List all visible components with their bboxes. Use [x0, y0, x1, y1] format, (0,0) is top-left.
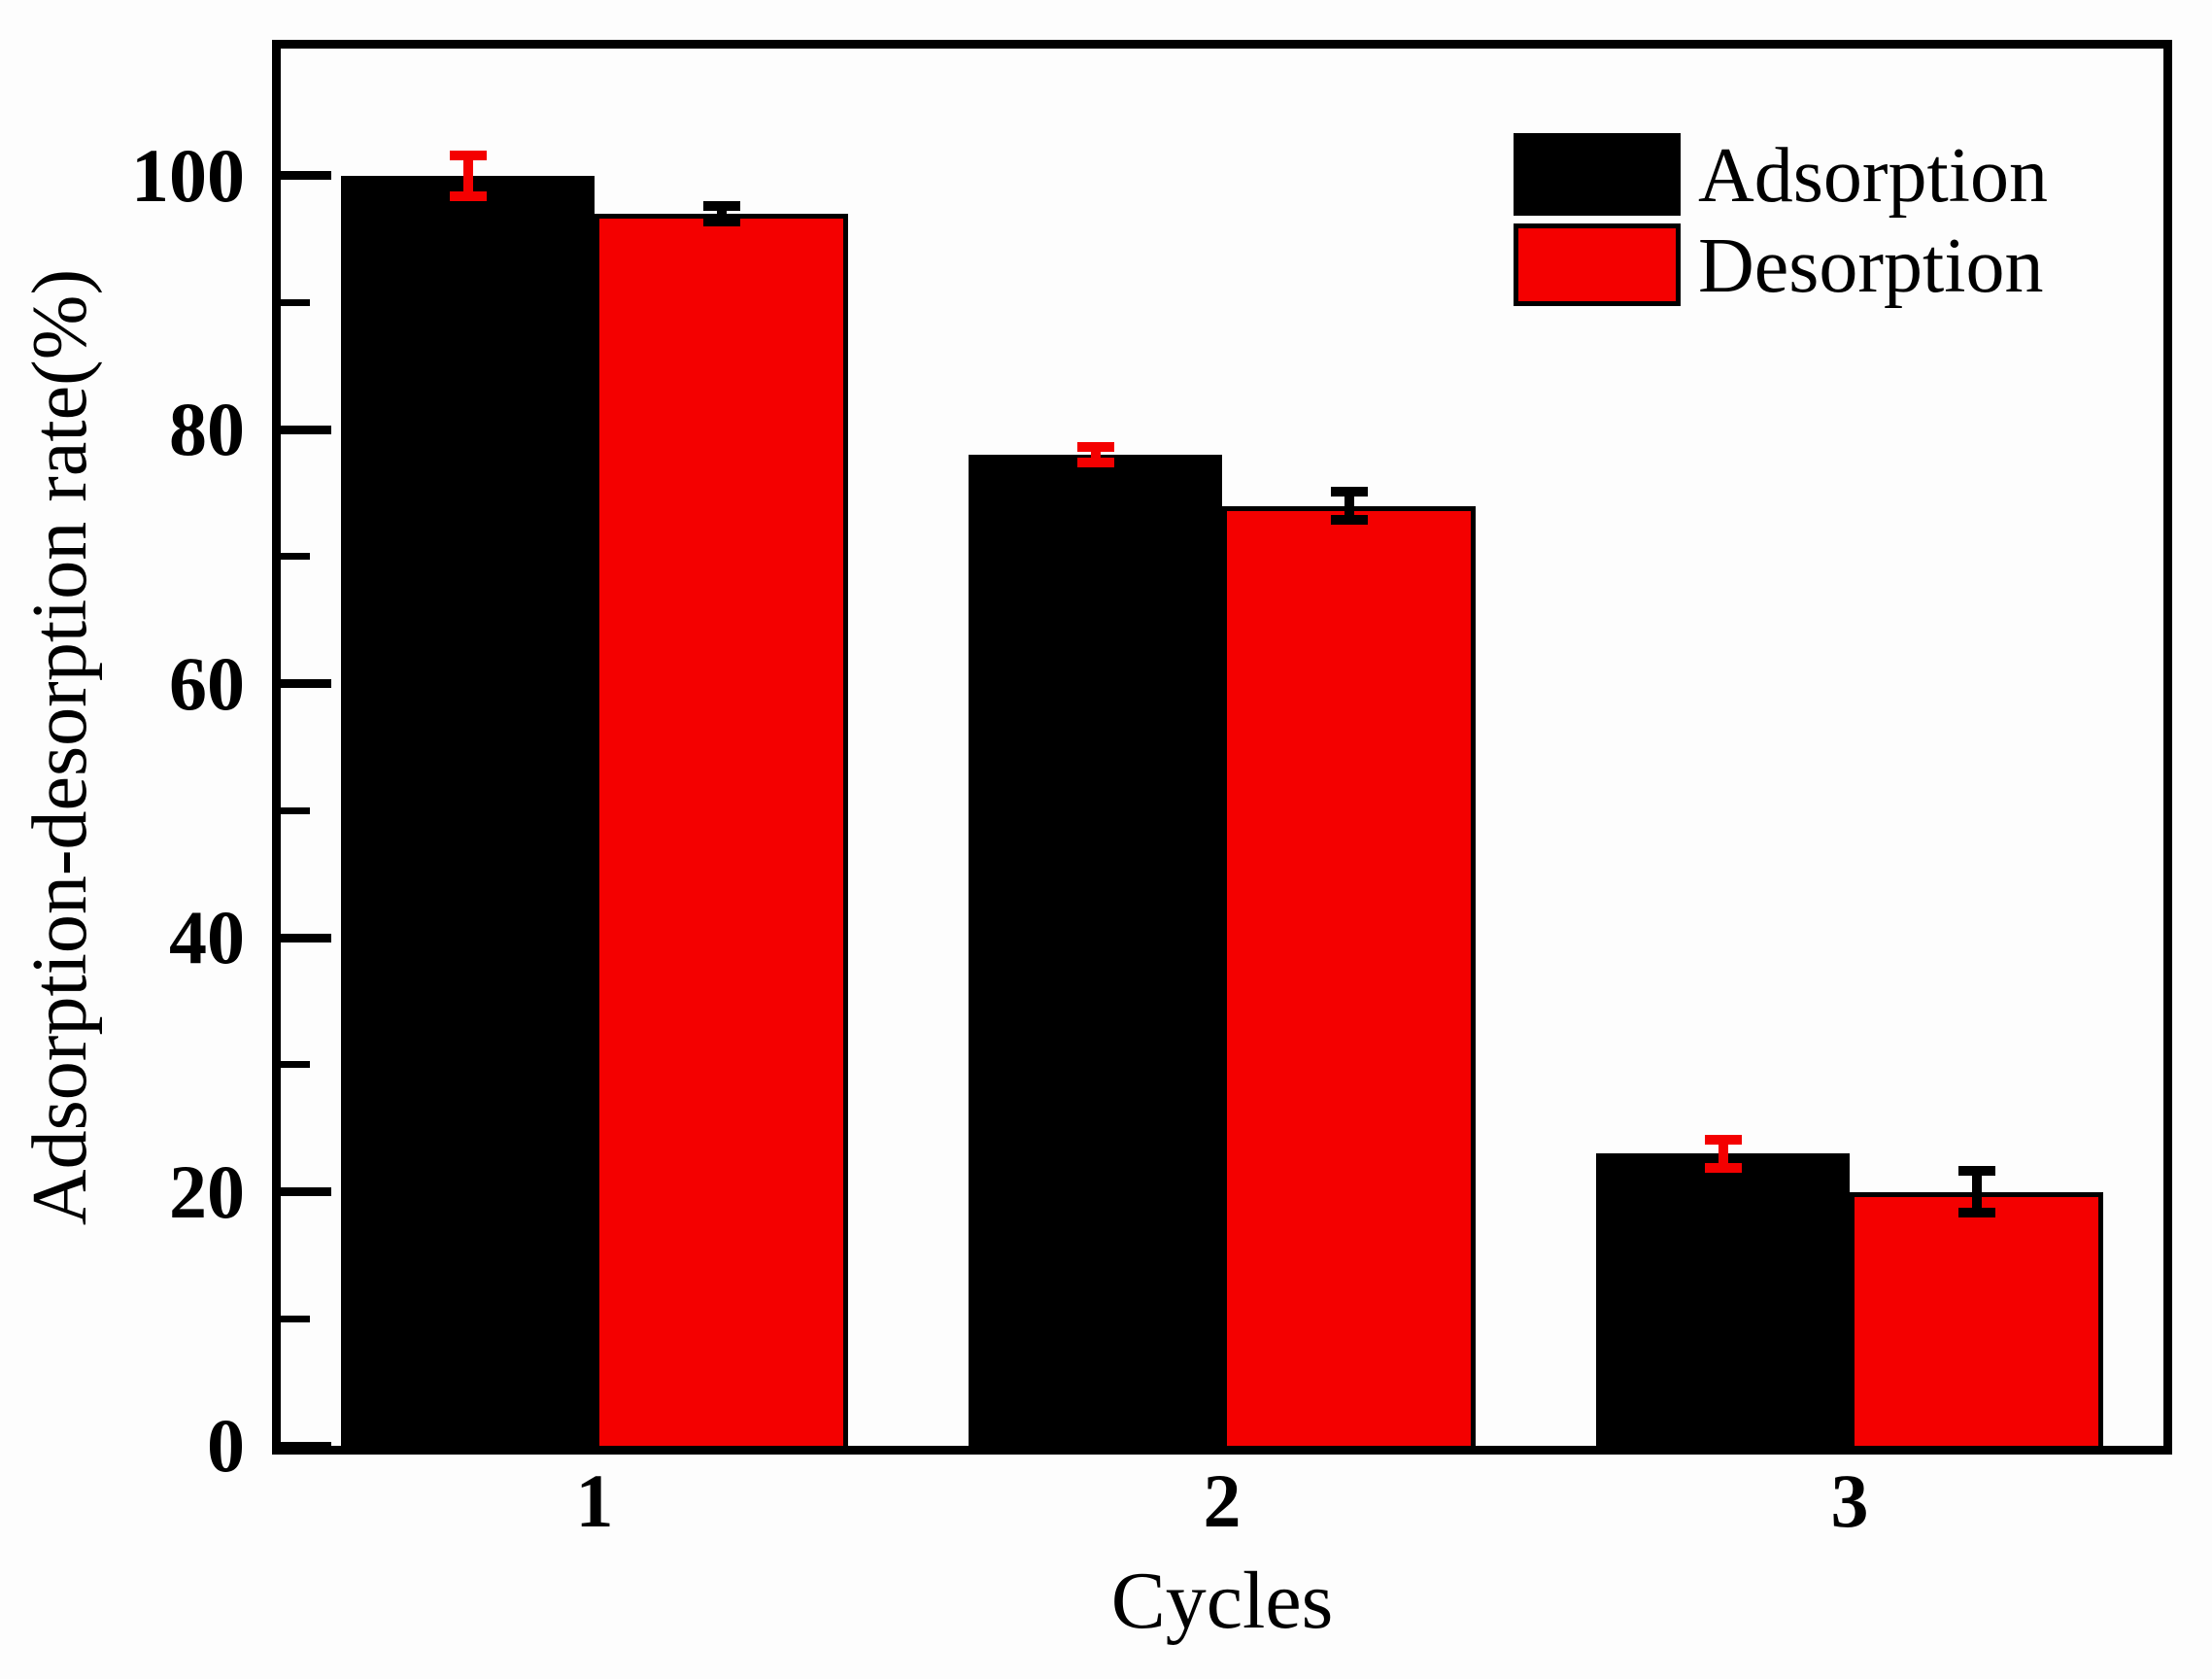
y-tick-60: [281, 679, 331, 689]
y-tick-label-20: 20: [169, 1148, 245, 1234]
y-tick-10: [281, 1315, 310, 1322]
x-tick-label-3: 3: [1830, 1458, 1869, 1543]
error-bar-part: [1971, 1166, 1982, 1217]
error-bar-desorption-cycle-3: [1957, 1166, 1995, 1217]
y-tick-label-40: 40: [169, 895, 245, 980]
legend-swatch-desorption: [1514, 223, 1681, 306]
y-tick-90: [281, 298, 310, 306]
bar-desorption-cycle-3: [1850, 1191, 2103, 1446]
x-axis-title: Cycles: [1110, 1556, 1334, 1646]
error-bar-part: [1090, 442, 1101, 468]
bar-adsorption-cycle-1: [341, 175, 595, 1446]
legend-label-adsorption: Adsorption: [1698, 133, 2048, 219]
y-tick-label-80: 80: [169, 387, 245, 472]
error-bar-part: [716, 200, 727, 226]
legend-label-desorption: Desorption: [1698, 223, 2044, 309]
error-bar-desorption-cycle-1: [702, 200, 740, 226]
error-bar-adsorption-cycle-3: [1704, 1134, 1742, 1173]
y-tick-label-100: 100: [131, 132, 245, 218]
error-bar-adsorption-cycle-1: [449, 150, 487, 201]
y-tick-label-60: 60: [169, 640, 245, 726]
bar-adsorption-cycle-2: [969, 455, 1222, 1446]
y-tick-30: [281, 1061, 310, 1069]
bar-desorption-cycle-1: [595, 213, 848, 1446]
error-bar-desorption-cycle-2: [1330, 487, 1368, 526]
error-bar-part: [1344, 487, 1354, 526]
y-axis-title: Adsorption-desorption rate(%): [17, 268, 103, 1226]
error-bar-part: [462, 150, 473, 201]
y-tick-80: [281, 425, 331, 434]
y-tick-0: [281, 1441, 331, 1451]
bar-adsorption-cycle-3: [1596, 1153, 1850, 1446]
y-tick-label-0: 0: [207, 1403, 245, 1488]
bar-desorption-cycle-2: [1222, 505, 1476, 1446]
y-tick-50: [281, 806, 310, 814]
y-tick-40: [281, 933, 331, 942]
plot-inner: [281, 49, 2163, 1451]
x-tick-label-2: 2: [1203, 1458, 1242, 1543]
error-bar-adsorption-cycle-2: [1076, 442, 1114, 468]
plot-area: [272, 40, 2172, 1455]
x-tick-label-1: 1: [575, 1458, 614, 1543]
y-tick-100: [281, 171, 331, 181]
error-bar-part: [1718, 1134, 1728, 1173]
legend-swatch-adsorption: [1514, 133, 1681, 216]
y-tick-20: [281, 1187, 331, 1197]
y-tick-70: [281, 553, 310, 561]
